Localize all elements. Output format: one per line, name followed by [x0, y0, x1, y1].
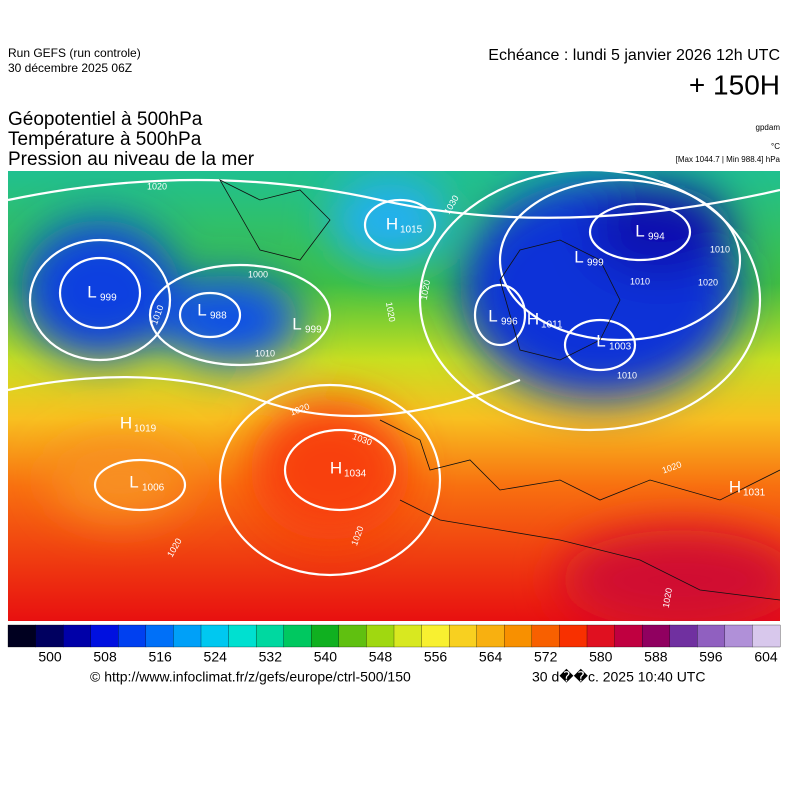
colorbar-tick-label: 516	[148, 649, 172, 665]
colorbar-cell	[724, 624, 753, 648]
colorbar-cell	[228, 624, 257, 648]
colorbar-cell	[752, 624, 781, 648]
contour-label: 1010	[255, 348, 275, 358]
colorbar-tick-label: 532	[259, 649, 283, 665]
colorbar-cell	[255, 624, 285, 648]
center-value: 999	[305, 325, 322, 336]
colorbar-cell	[421, 624, 450, 648]
contour-label: 1020	[698, 277, 718, 287]
contour-label: 1010	[617, 370, 637, 380]
colorbar-cell	[614, 624, 643, 648]
center-value: 999	[100, 293, 117, 304]
center-letter: L	[635, 221, 644, 240]
colorbar-cell	[669, 624, 698, 648]
colorbar: 500 508 516 524 532 540 548 556 564 572 580 588 596 6…	[7, 624, 781, 665]
colorbar-tick-label: 580	[589, 649, 613, 665]
colorbar-tick-label: 508	[93, 649, 117, 665]
colorbar-tick-label: 604	[754, 649, 778, 665]
colorbar-cell	[200, 624, 230, 648]
colorbar-cell	[173, 624, 202, 648]
colorbar-cell	[586, 624, 616, 648]
unit: °C	[771, 142, 780, 151]
center-letter: H	[386, 214, 398, 233]
colorbar-tick-label: 524	[204, 649, 228, 665]
colorbar-cell	[62, 624, 92, 648]
center-letter: L	[488, 306, 497, 325]
center-value: 999	[587, 258, 604, 269]
contour-label: 1020	[384, 301, 397, 322]
center-letter: L	[574, 247, 583, 266]
colorbar-tick-label: 596	[699, 649, 723, 665]
colorbar-cell	[338, 624, 367, 648]
colorbar-cell	[145, 624, 174, 648]
colorbar-cell	[118, 624, 147, 648]
center-letter: H	[120, 413, 132, 432]
field: Pression au niveau de la mer	[8, 149, 255, 170]
center-letter: L	[197, 300, 206, 319]
colorbar-cell	[35, 624, 64, 648]
center-value: 994	[648, 232, 665, 243]
colorbar-tick-label: 564	[479, 649, 503, 665]
colorbar-tick-label: 572	[534, 649, 558, 665]
center-value: 1015	[400, 225, 423, 236]
center-letter: H	[527, 309, 539, 328]
colorbar-cell	[531, 624, 560, 648]
run-date: 30 décembre 2025 06Z	[8, 61, 132, 75]
footer-url: © http://www.infoclimat.fr/z/gefs/europe…	[90, 669, 411, 685]
unit: [Max 1044.7 | Min 988.4] hPa	[676, 155, 781, 164]
colorbar-cell	[504, 624, 533, 648]
colorbar-cell	[7, 624, 37, 648]
center-value: 1019	[134, 424, 157, 435]
colorbar-cell	[559, 624, 588, 648]
colorbar-cell	[311, 624, 340, 648]
center-letter: H	[330, 458, 342, 477]
lead-time: + 150H	[689, 69, 780, 100]
contour-label: 1010	[710, 244, 730, 254]
center-letter: H	[729, 477, 741, 496]
run: Run GEFS (run controle)	[8, 46, 141, 60]
contour-label: 1000	[248, 269, 268, 279]
center-value: 1003	[609, 342, 632, 353]
center-value: 1006	[142, 483, 165, 494]
contour-label: 1010	[630, 276, 650, 286]
center-value: 996	[501, 317, 518, 328]
center-letter: L	[129, 472, 138, 491]
contour-label: 1020	[661, 587, 674, 608]
colorbar-tick-label: 556	[424, 649, 448, 665]
colorbar-cell	[366, 624, 395, 648]
colorbar-tick-label: 540	[314, 649, 338, 665]
unit: gpdam	[756, 123, 781, 132]
header: Run GEFS (run controle) 30 décembre 2025…	[8, 46, 781, 170]
colorbar-cell	[393, 624, 423, 648]
colorbar-tick-label: 588	[644, 649, 668, 665]
center-letter: L	[292, 314, 301, 333]
footer-stamp: 30 d��c. 2025 10:40 UTC	[532, 669, 705, 685]
colorbar-cell	[448, 624, 478, 648]
center-value: 1031	[743, 488, 766, 499]
center-value: 1034	[344, 469, 367, 480]
colorbar-cell	[90, 624, 119, 648]
center-letter: L	[87, 282, 96, 301]
field: Température à 500hPa	[8, 129, 202, 150]
colorbar-cell	[641, 624, 671, 648]
map-background	[8, 171, 780, 621]
center-value: 988	[210, 311, 227, 322]
center-value: 1011	[541, 320, 563, 331]
colorbar-tick-label: 500	[38, 649, 62, 665]
contour-label: 1020	[147, 181, 167, 191]
valid-time: Echéance : lundi 5 janvier 2026 12h UTC	[488, 47, 780, 64]
colorbar-tick-label: 548	[369, 649, 393, 665]
center-letter: L	[596, 331, 605, 350]
field: Géopotentiel à 500hPa	[8, 109, 203, 130]
contour-label: 1020	[419, 279, 432, 300]
colorbar-cell	[476, 624, 505, 648]
colorbar-cell	[697, 624, 726, 648]
colorbar-cell	[283, 624, 312, 648]
